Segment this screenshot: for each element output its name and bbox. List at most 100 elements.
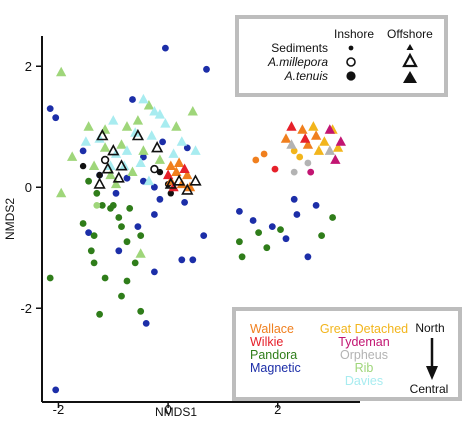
- pandora-circle-point: [123, 238, 131, 246]
- sediments-black-circle-point: [167, 190, 174, 197]
- davies-triangle-point: [176, 136, 187, 146]
- rib-triangle-point: [132, 115, 144, 125]
- legend-tenuis-inshore-symbol: [346, 71, 356, 81]
- pandora-circle-point: [255, 229, 262, 237]
- y-tick-label: 0: [25, 180, 32, 195]
- legend-north-south-arrowhead: [426, 366, 438, 380]
- legend-header-inshore: Inshore: [334, 27, 374, 41]
- davies-triangle-point: [110, 148, 122, 158]
- davies-triangle-point: [138, 93, 149, 104]
- magnetic-circle-point: [290, 195, 298, 203]
- wallace-triangle-point: [165, 160, 176, 170]
- magnetic-circle-point: [293, 211, 301, 218]
- y-axis-label: NMDS2: [3, 198, 17, 240]
- sediments-open-triangle-point: [151, 141, 164, 153]
- orpheus-circle-point: [304, 159, 312, 167]
- davies-triangle-point: [160, 118, 171, 128]
- pandora-circle-point: [329, 214, 336, 221]
- pandora-circle-point: [238, 253, 246, 261]
- rib-triangle-point: [154, 154, 165, 164]
- magnetic-circle-point: [203, 65, 210, 73]
- legend-site-magnetic: Magnetic: [250, 361, 301, 375]
- legend-site-tydeman: Tydeman: [338, 335, 389, 349]
- legend-site-davies: Davies: [345, 374, 383, 388]
- orpheus-circle-point: [290, 168, 298, 176]
- pandora-circle-point: [263, 244, 271, 252]
- rib-triangle-point: [138, 145, 149, 155]
- great-detached-triangle-point: [313, 145, 324, 155]
- magnetic-circle-point: [159, 138, 167, 146]
- x-axis-label: NMDS1: [155, 405, 197, 419]
- rib-triangle-point: [171, 121, 182, 131]
- davies-triangle-point: [143, 175, 155, 186]
- magnetic-circle-point: [79, 147, 87, 155]
- davies-triangle-point: [130, 127, 141, 137]
- rib-triangle-point: [56, 187, 67, 198]
- legend-site-pandora: Pandora: [250, 348, 297, 362]
- pandora-circle-point: [85, 177, 92, 185]
- magnetic-circle-point: [178, 256, 186, 264]
- pandora-circle-point: [137, 232, 145, 240]
- pandora-circle-point: [115, 214, 123, 221]
- legend-millepora-inshore-symbol: [346, 57, 356, 67]
- wallace-triangle-point: [302, 139, 314, 149]
- magnetic-circle-point: [140, 153, 147, 161]
- y-tick-label: 2: [25, 59, 32, 74]
- wilkie-triangle-point: [163, 169, 174, 180]
- x-tick-label: -2: [53, 402, 65, 417]
- rib-triangle-point: [121, 121, 133, 131]
- sediments-open-triangle-point: [101, 162, 114, 174]
- rib-triangle-point: [187, 106, 198, 116]
- davies-triangle-point: [108, 115, 119, 125]
- legend-label-sediments: Sediments: [271, 41, 328, 55]
- great-detached-circle-point: [296, 153, 304, 161]
- legend-label-tenuis: A.tenuis: [284, 69, 328, 83]
- magnetic-circle-point: [249, 217, 257, 224]
- legend-site-rib: Rib: [355, 361, 374, 375]
- pandora-circle-point: [277, 226, 284, 234]
- sediments-open-triangle-point: [181, 183, 194, 195]
- pandora-circle-point: [79, 220, 87, 227]
- davies-triangle-point: [146, 130, 157, 140]
- wallace-triangle-point: [280, 133, 292, 143]
- legend-site-great-detached: Great Detached: [320, 322, 408, 336]
- pandora-circle-point: [93, 189, 101, 197]
- rib-triangle-point: [135, 248, 146, 258]
- rib-triangle-point: [116, 139, 127, 149]
- wilkie-triangle-point: [179, 163, 190, 173]
- davies-triangle-point: [190, 145, 201, 155]
- pandora-circle-point: [101, 274, 109, 282]
- great-detached-triangle-point: [319, 136, 330, 146]
- legend-sediments-offshore-symbol: [406, 44, 414, 50]
- magnetic-circle-point: [151, 211, 158, 218]
- wallace-triangle-point: [173, 157, 185, 167]
- magnetic-circle-point: [142, 320, 150, 327]
- tydeman-triangle-point: [324, 124, 335, 134]
- magnetic-circle-point: [151, 268, 158, 276]
- wallace-triangle-point: [311, 130, 322, 140]
- rib-triangle-point: [143, 100, 155, 110]
- rib-triangle-point: [127, 166, 138, 176]
- rib-triangle-point: [56, 66, 67, 77]
- rib-triangle-point: [88, 160, 100, 170]
- sediments-open-triangle-point: [189, 174, 202, 186]
- pandora-circle-point: [87, 247, 95, 255]
- pandora-circle-point: [137, 307, 145, 315]
- orpheus-triangle-point: [286, 139, 297, 149]
- sediments-open-triangle-point: [93, 177, 106, 189]
- magnetic-circle-point: [268, 223, 276, 231]
- magnetic-circle-point: [151, 183, 158, 191]
- pandora-circle-point: [46, 274, 54, 282]
- legend-sediments-inshore-symbol: [348, 45, 354, 51]
- legend-sites: Wallace Wilkie Pandora Magnetic Great De…: [232, 307, 462, 401]
- tydeman-triangle-point: [330, 154, 341, 164]
- magnetic-circle-point: [183, 144, 191, 152]
- wilkie-triangle-point: [300, 133, 311, 143]
- magnetic-circle-point: [282, 235, 290, 243]
- pandora-circle-point: [236, 238, 243, 246]
- sediments-open-triangle-point: [172, 174, 186, 186]
- wallace-circle-point: [260, 150, 268, 158]
- tydeman-circle-point: [307, 168, 315, 176]
- axis-ticks: -2 0 2 2 0 -2: [20, 59, 281, 417]
